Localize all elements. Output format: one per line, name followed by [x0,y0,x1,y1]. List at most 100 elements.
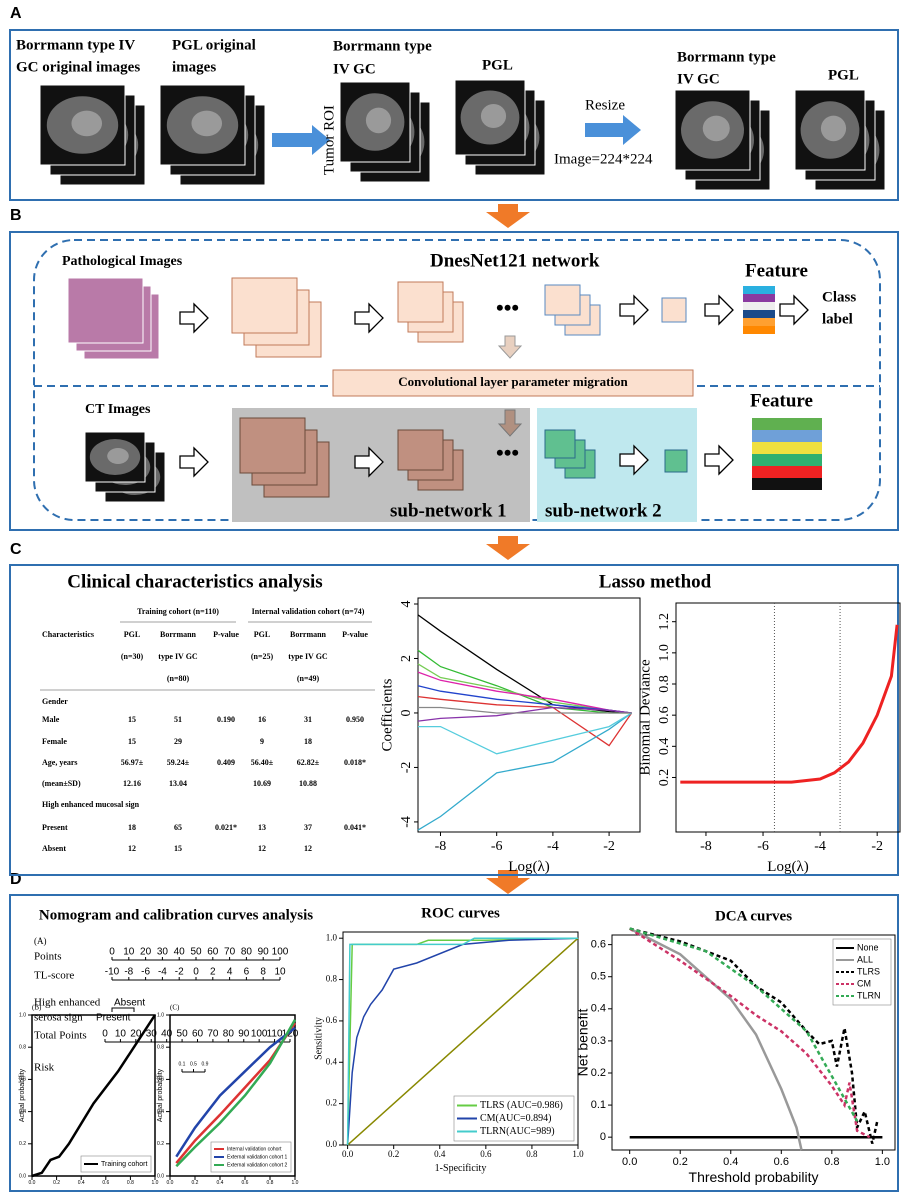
x-tick-label: 0.0 [342,1149,354,1159]
y-tick-label: 1.0 [157,1012,164,1018]
label: Feature [745,260,808,281]
image-frame [398,430,443,470]
table-cell: P-value [213,630,239,639]
feature-map [662,298,686,322]
label: IV GC [333,61,376,77]
y-tick-label: 0.3 [591,1035,606,1047]
table-cell: 18 [304,737,312,746]
table-cell: 59.24± [167,758,190,767]
nomogram-tick-label: 0 [193,967,199,978]
y-tick-label: 0.2 [157,1141,164,1147]
table-cell: 56.40± [251,758,274,767]
feature-bar [743,294,775,302]
nomogram-tick-label: -10 [105,967,120,978]
nomogram-label: Points [34,951,62,963]
table-cell: (n=30) [121,652,144,661]
label: Borrmann type IV [16,37,135,53]
y-tick-label: 0.2 [657,769,672,787]
y-tick-label: 1.0 [19,1012,26,1018]
table-cell: 12 [128,844,136,853]
label: images [172,59,216,75]
ct-organ [191,111,222,137]
label: Resize [585,97,625,113]
x-axis-label: Threshold probability [689,1169,819,1185]
table-cell: 12 [304,844,312,853]
x-tick-label: -2 [871,839,883,854]
ct-organ [107,448,129,464]
x-tick-label: 1.0 [152,1180,159,1186]
nomogram-label: TL-score [34,970,74,982]
table-cell: 56.97± [121,758,144,767]
table-cell: 0.021* [215,823,237,832]
legend-label: None [857,942,879,952]
y-axis-label: Net benefit [575,1009,591,1077]
nomogram-tick-label: 10 [274,967,286,978]
feature-bar [752,430,822,442]
sub-network-label: sub-network 2 [545,500,662,521]
table-cell: 0.018* [344,758,366,767]
label: Borrmann type [333,38,432,54]
y-axis-label: Coefficients [379,678,395,751]
y-axis-label: Sensitivity [313,1017,324,1060]
table-cell: 37 [304,823,312,832]
legend-label: CM(AUC=0.894) [480,1113,551,1124]
y-tick-label: 1.0 [657,644,672,662]
y-tick-label: 1.2 [657,613,672,631]
x-axis-label: Log(λ) [508,859,549,875]
feature-bar [752,454,822,466]
label: High enhanced [34,997,101,1009]
table-cell: 9 [260,737,264,746]
table-cell: (n=49) [297,674,320,683]
image-frame [232,278,297,333]
nomogram-tick-label: 2 [210,967,216,978]
x-axis-label: Log(λ) [767,859,808,875]
table-cell: 15 [174,844,182,853]
table-cell: 62.82± [297,758,320,767]
x-tick-label: -6 [491,839,503,854]
table-cell: 0.950 [346,715,364,724]
legend-label: Training cohort [101,1161,147,1168]
y-tick-label: 0.0 [19,1173,26,1179]
nomogram-tick-label: 30 [157,947,169,958]
x-tick-label: 0.6 [242,1180,249,1186]
y-tick-label: 0.1 [591,1099,606,1111]
y-tick-label: 0.6 [326,1015,338,1025]
table-cell: PGL [254,630,270,639]
y-tick-label: 0.2 [326,1098,337,1108]
x-tick-label: 0.8 [127,1180,134,1186]
x-tick-label: 0.0 [622,1156,637,1168]
label: Borrmann type [677,49,776,65]
label: Feature [750,390,813,411]
figure: ABCDBorrmann type IVGC original imagesPG… [0,0,903,1192]
table-cell: 12 [258,844,266,853]
y-tick-label: 0.6 [657,706,672,724]
table-cell: 0.190 [217,715,235,724]
table-cell: 16 [258,715,266,724]
label: PGL [828,67,859,83]
nomogram-tick-label: 50 [190,947,202,958]
y-tick-label: 4 [399,600,414,607]
table-cell: 31 [304,715,312,724]
ct-organ [821,116,846,142]
y-tick-label: 0.4 [591,1003,606,1015]
panel-label: A [10,5,22,22]
feature-map [665,450,687,472]
table-cell: 65 [174,823,182,832]
feature-bar [743,286,775,294]
ct-organ [71,111,102,137]
image-frame [398,282,443,322]
legend-label: TLRN [857,990,881,1000]
feature-bar [752,442,822,454]
x-tick-label: 0.4 [217,1180,224,1186]
table-cell: Gender [42,697,68,706]
table-cell: 13 [258,823,266,832]
table-cell: Absent [42,844,66,853]
label: serosa sign [34,1012,83,1024]
ellipsis: ••• [496,440,519,465]
table-group: Training cohort (n=110) [137,607,219,616]
table-cell: Male [42,715,60,724]
table-cell: 10.88 [299,779,317,788]
y-tick-label: -2 [399,762,414,774]
x-tick-label: 0.6 [480,1149,492,1159]
x-tick-label: 1.0 [572,1149,584,1159]
